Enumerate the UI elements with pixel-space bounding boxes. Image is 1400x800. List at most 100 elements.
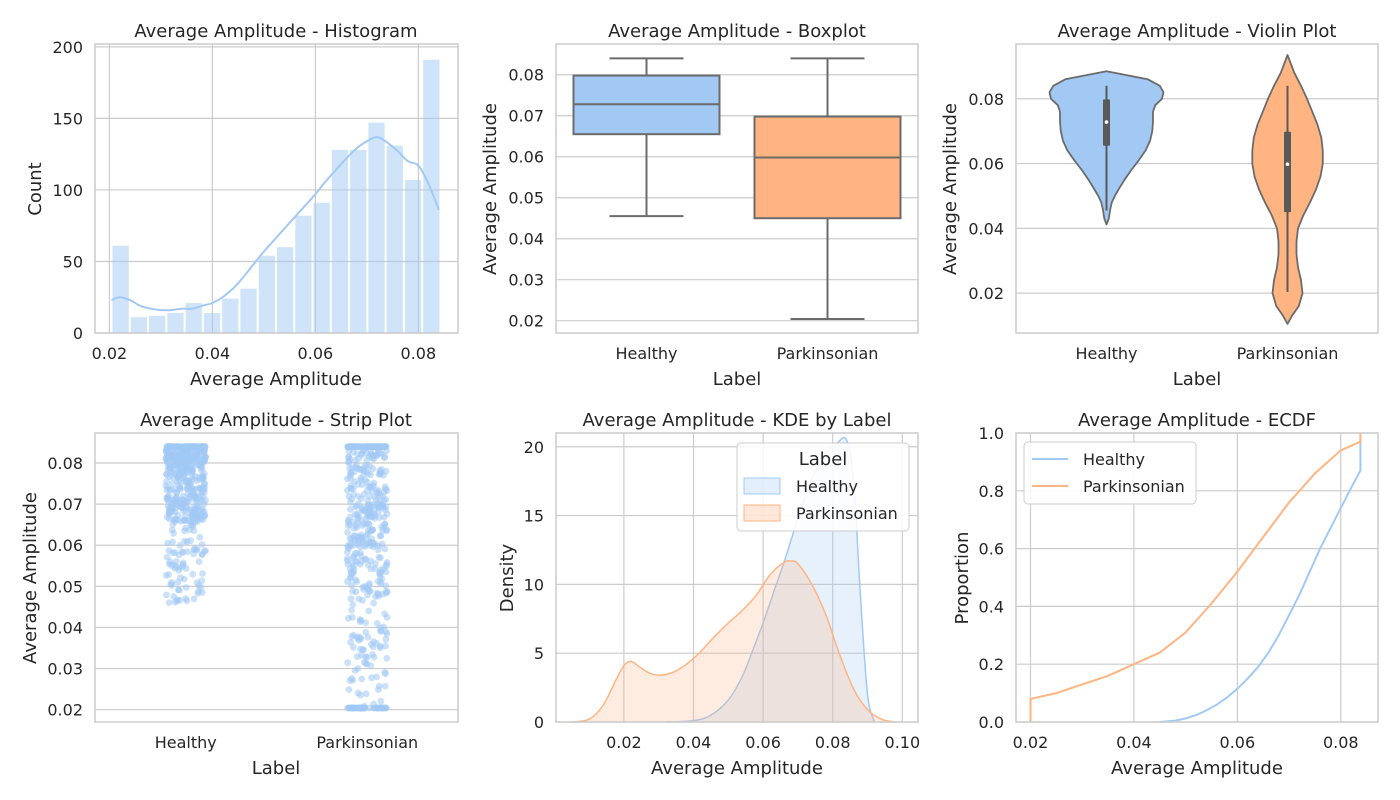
ecdf-ticks: 0.0 0.2 0.4 0.6 0.8 1.0 0.02 0.04 0.06 0.08 bbox=[979, 424, 1359, 752]
ecdf-marks bbox=[1029, 433, 1362, 723]
strip-point bbox=[164, 467, 172, 474]
strip-point bbox=[356, 543, 364, 551]
strip-ytick-label: 0.07 bbox=[47, 495, 83, 514]
strip-point bbox=[363, 654, 371, 661]
strip-point bbox=[352, 463, 359, 471]
strip-point bbox=[187, 443, 195, 450]
kde-xtick-label: 0.08 bbox=[815, 733, 851, 752]
strip-point bbox=[370, 638, 377, 645]
boxplot-xlabel: Label bbox=[713, 369, 762, 390]
strip-point bbox=[346, 443, 353, 450]
strip-point bbox=[350, 525, 358, 532]
strip-point bbox=[190, 595, 198, 603]
strip-title: Average Amplitude - Strip Plot bbox=[140, 410, 412, 431]
strip-point bbox=[382, 582, 390, 589]
strip-point bbox=[193, 477, 201, 485]
ecdf-frame bbox=[1015, 432, 1379, 723]
strip-point bbox=[363, 478, 371, 486]
histogram-kde-line bbox=[111, 136, 440, 312]
strip-point bbox=[167, 505, 174, 512]
strip-point bbox=[163, 591, 170, 599]
strip-point bbox=[365, 581, 373, 589]
histogram-bar bbox=[295, 215, 312, 333]
strip-point bbox=[195, 581, 203, 589]
histogram-bar bbox=[350, 149, 367, 333]
strip-point bbox=[200, 480, 208, 488]
strip-point bbox=[381, 610, 389, 618]
histogram-xtick-label: 0.08 bbox=[401, 344, 437, 363]
violin-ytick-label: 0.04 bbox=[968, 219, 1004, 238]
kde-legend-swatch-parkinsonian bbox=[743, 504, 781, 522]
strip-point bbox=[367, 471, 374, 479]
strip-point bbox=[198, 487, 206, 495]
strip-point bbox=[366, 587, 374, 595]
histogram-bar bbox=[112, 245, 129, 333]
strip-point bbox=[360, 447, 367, 454]
strip-ytick-label: 0.08 bbox=[47, 454, 83, 473]
strip-point bbox=[381, 682, 389, 690]
violin-frame bbox=[1015, 43, 1379, 334]
boxplot-ytick-label: 0.06 bbox=[508, 148, 544, 167]
ecdf-title: Average Amplitude - ECDF bbox=[1078, 410, 1316, 431]
strip-xtick-label: Healthy bbox=[155, 733, 217, 752]
strip-ytick-label: 0.06 bbox=[47, 536, 83, 555]
kde-ytick-label: 20 bbox=[524, 438, 544, 457]
strip-point bbox=[201, 445, 209, 452]
violin-iqr-box bbox=[1284, 131, 1291, 213]
strip-point bbox=[348, 633, 356, 640]
strip-point bbox=[176, 542, 184, 549]
strip-point bbox=[346, 535, 354, 542]
kde-ytick-label: 15 bbox=[524, 507, 544, 526]
strip-point bbox=[366, 492, 374, 500]
kde-panel: Average Amplitude - KDE by Label 0 5 10 15 2… bbox=[497, 410, 920, 779]
strip-point bbox=[354, 493, 362, 500]
strip-point bbox=[381, 520, 389, 528]
strip-point bbox=[377, 469, 385, 477]
violin-title: Average Amplitude - Violin Plot bbox=[1058, 21, 1337, 42]
strip-point bbox=[174, 443, 182, 450]
strip-point bbox=[168, 562, 175, 569]
strip-point bbox=[347, 638, 355, 646]
strip-point bbox=[185, 494, 193, 502]
strip-point bbox=[375, 487, 383, 495]
strip-point bbox=[369, 651, 376, 658]
strip-point bbox=[345, 453, 353, 461]
histogram-ylabel: Count bbox=[25, 162, 46, 215]
strip-point bbox=[165, 599, 173, 606]
strip-point bbox=[369, 643, 377, 651]
histogram-marks bbox=[111, 59, 440, 334]
histogram-ytick-label: 100 bbox=[52, 181, 83, 200]
histogram-bar bbox=[276, 247, 294, 333]
ecdf-ytick-label: 0.4 bbox=[979, 597, 1004, 616]
boxplot-ytick-label: 0.05 bbox=[508, 189, 544, 208]
kde-legend-label-healthy: Healthy bbox=[796, 477, 858, 496]
strip-point bbox=[347, 505, 354, 513]
strip-point bbox=[355, 513, 363, 521]
kde-ytick-label: 5 bbox=[534, 644, 544, 663]
strip-point bbox=[350, 485, 357, 492]
strip-point bbox=[364, 633, 372, 641]
strip-point bbox=[201, 455, 209, 462]
strip-point bbox=[181, 517, 189, 525]
histogram-xlabel: Average Amplitude bbox=[190, 369, 362, 390]
strip-point bbox=[358, 675, 366, 683]
violin-xlabel: Label bbox=[1173, 369, 1222, 390]
strip-point bbox=[163, 553, 171, 561]
strip-ytick-label: 0.03 bbox=[47, 660, 83, 679]
histogram-ticks: 0 50 100 150 200 0.02 0.04 0.06 0.08 bbox=[52, 38, 436, 363]
ecdf-ytick-label: 0.8 bbox=[979, 482, 1004, 501]
strip-point bbox=[367, 484, 375, 491]
strip-point bbox=[344, 578, 351, 586]
kde-legend-title: Label bbox=[799, 449, 848, 470]
histogram-bar bbox=[423, 59, 440, 334]
boxplot-ytick-label: 0.07 bbox=[508, 107, 544, 126]
ecdf-legend: Healthy Parkinsonian bbox=[1023, 441, 1197, 505]
strip-point bbox=[195, 587, 203, 595]
violin-panel: Average Amplitude - Violin Plot 0.02 0.04… bbox=[940, 21, 1379, 390]
strip-point bbox=[373, 673, 380, 681]
strip-point bbox=[367, 662, 375, 670]
strip-point bbox=[179, 563, 187, 570]
strip-point bbox=[378, 540, 386, 548]
strip-point bbox=[184, 548, 192, 555]
